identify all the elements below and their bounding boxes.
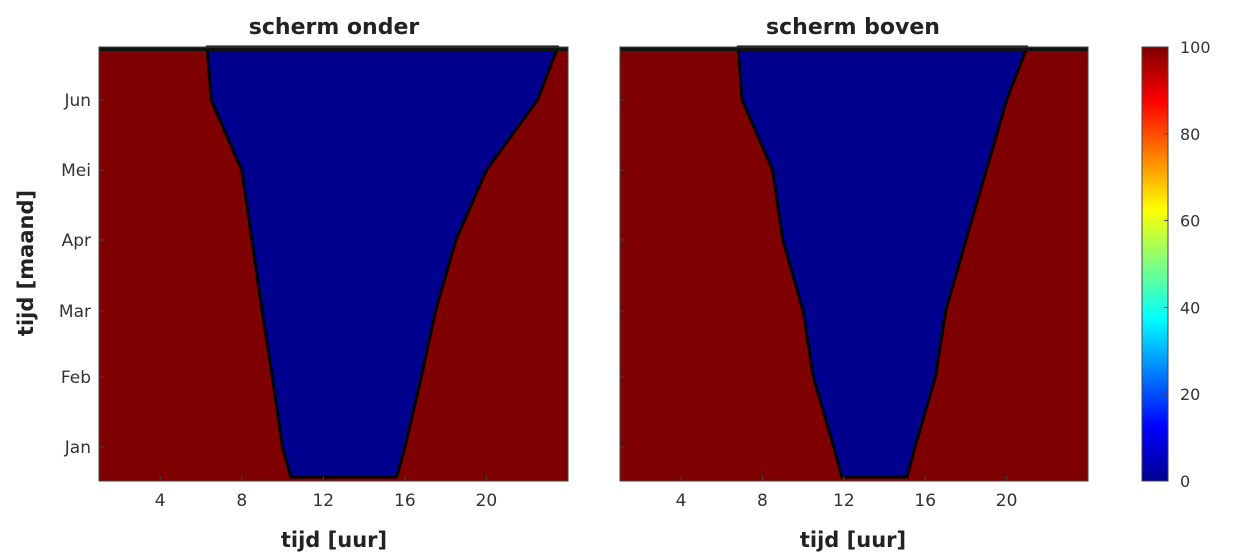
y-tick-label: Mar xyxy=(59,302,91,322)
x-tick-label: 16 xyxy=(394,491,416,511)
heatmap-panel-scherm-onder: scherm onder 4 8 12 16 20JanFebMarAprMeiJun … xyxy=(14,15,569,552)
colorbar-tick-label: 20 xyxy=(1180,385,1200,404)
y-tick-label: Mei xyxy=(61,161,91,181)
y-tick-label: Jun xyxy=(63,91,91,111)
plot-area: 4 8 12 16 20 Jan Feb Mar Apr Mei Jun xyxy=(59,45,569,511)
colorbar-tick-label: 40 xyxy=(1180,298,1200,317)
axes-frame xyxy=(98,46,569,482)
colorbar-tick-label: 0 xyxy=(1180,472,1190,491)
x-tick-label: 8 xyxy=(236,491,247,511)
x-tick-label: 16 xyxy=(914,491,936,511)
x-tick-label: 4 xyxy=(676,491,687,511)
x-axis-label: tijd [uur] xyxy=(800,528,906,552)
colorbar-tick-label: 60 xyxy=(1180,212,1200,231)
y-axis-label: tijd [maand] xyxy=(14,190,38,336)
heatmap-panel-scherm-boven: scherm boven 4 8 12 16 20 tijd [uur] xyxy=(619,15,1089,552)
colorbar-ticks: 0 20 40 60 80 100 xyxy=(1164,38,1211,491)
y-tick-label: Jan xyxy=(64,438,91,458)
y-tick-label: Feb xyxy=(61,368,91,388)
chart-title: scherm boven xyxy=(766,15,940,40)
x-tick-label: 20 xyxy=(476,491,498,511)
top-edge-band xyxy=(99,47,568,51)
colorbar-tick-label: 80 xyxy=(1180,125,1200,144)
colorbar-gradient xyxy=(1141,46,1169,482)
axes-frame xyxy=(619,46,1089,482)
colorbar: 0 20 40 60 80 100 xyxy=(1141,38,1211,491)
x-tick-label: 20 xyxy=(996,491,1018,511)
x-tick-label: 4 xyxy=(155,491,166,511)
chart-title: scherm onder xyxy=(249,15,420,40)
x-tick-label: 8 xyxy=(757,491,768,511)
x-tick-label: 12 xyxy=(833,491,855,511)
y-tick-label: Apr xyxy=(62,231,91,251)
top-edge-band xyxy=(620,47,1088,51)
plot-area: 4 8 12 16 20 xyxy=(619,45,1089,511)
x-axis-label: tijd [uur] xyxy=(281,528,387,552)
x-tick-label: 12 xyxy=(312,491,334,511)
colorbar-tick-label: 100 xyxy=(1180,38,1211,57)
